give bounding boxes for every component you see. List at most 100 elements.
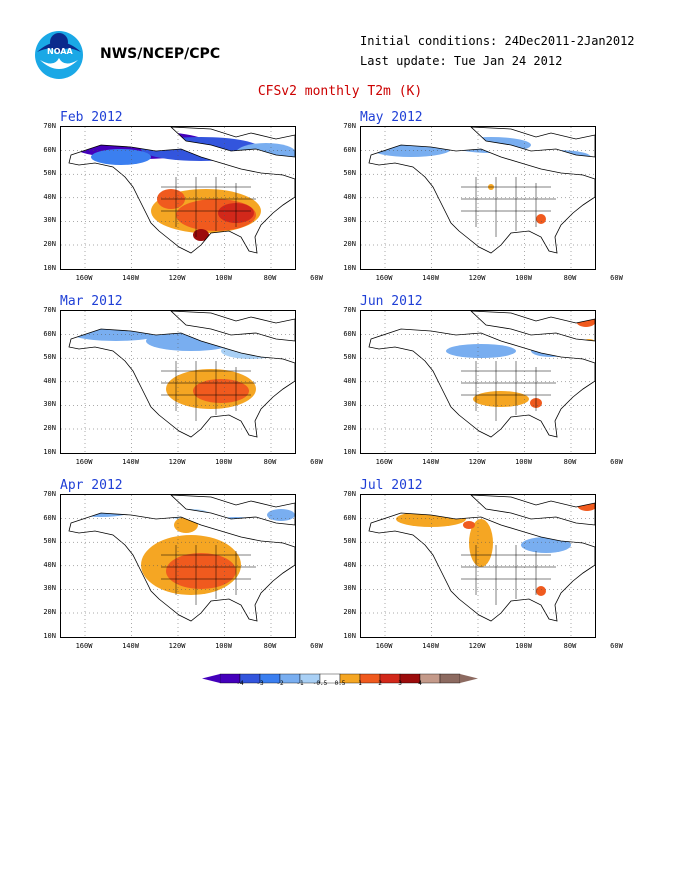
lat-tick-label: 20N bbox=[43, 608, 56, 616]
colorbar-segment bbox=[439, 673, 461, 684]
lon-tick-label: 140W bbox=[422, 274, 439, 282]
colorbar-label: -4 bbox=[236, 680, 244, 687]
anomaly-region bbox=[521, 150, 591, 164]
lat-tick-label: 30N bbox=[43, 216, 56, 225]
anomaly-region bbox=[166, 553, 236, 589]
anomaly-region bbox=[463, 521, 475, 529]
lon-tick-label: 160W bbox=[375, 642, 393, 650]
lat-tick-label: 60N bbox=[343, 329, 356, 338]
coastline bbox=[368, 328, 595, 438]
lon-tick-label: 60W bbox=[610, 274, 623, 282]
state-borders bbox=[161, 177, 256, 237]
coastline bbox=[68, 512, 295, 622]
lon-tick-label: 80W bbox=[563, 458, 577, 466]
map-panel: Mar 2012 70N 60N 50N 40N 30N 20N 10N 160W 140W 120… bbox=[34, 294, 322, 474]
lon-tick-label: 100W bbox=[215, 458, 232, 466]
colorbar-segment bbox=[379, 673, 401, 684]
lat-tick-label: 10N bbox=[43, 263, 56, 272]
noaa-logo: NOAA bbox=[34, 30, 84, 80]
lat-tick-label: 40N bbox=[43, 376, 56, 385]
agency-label: NWS/NCEP/CPC bbox=[100, 46, 221, 62]
map-panel: Apr 2012 70N 60N 50N 40N 30N 20N 10N 160W 140W 120… bbox=[34, 478, 322, 658]
lat-tick-label: 10N bbox=[43, 447, 56, 456]
lat-tick-label: 70N bbox=[43, 490, 56, 498]
lat-tick-label: 40N bbox=[343, 376, 356, 385]
initial-conditions: Initial conditions: 24Dec2011-2Jan2012 bbox=[360, 34, 635, 48]
lat-tick-label: 50N bbox=[43, 169, 56, 178]
colorbar-label: -0.5 bbox=[312, 680, 328, 687]
colorbar-label: 3 bbox=[398, 680, 402, 687]
lon-tick-label: 120W bbox=[168, 642, 186, 650]
lat-tick-label: 60N bbox=[343, 145, 356, 154]
lon-tick-label: 160W bbox=[75, 642, 93, 650]
lat-tick-label: 20N bbox=[343, 424, 356, 432]
lon-tick-label: 120W bbox=[168, 274, 186, 282]
lat-tick-label: 60N bbox=[43, 329, 56, 338]
anomaly-region bbox=[146, 331, 236, 351]
lat-tick-label: 20N bbox=[343, 608, 356, 616]
map-panel: Jun 2012 70N 60N 50N 40N 30N 20N 10N 160W 140W 120… bbox=[334, 294, 622, 474]
anomaly-region bbox=[91, 149, 151, 165]
colorbar-label: -3 bbox=[256, 680, 264, 687]
colorbar-label: 2 bbox=[378, 680, 382, 687]
lat-tick-label: 30N bbox=[343, 584, 356, 593]
lon-tick-label: 160W bbox=[375, 458, 393, 466]
map-area bbox=[60, 494, 296, 638]
anomaly-region bbox=[371, 141, 451, 157]
lon-tick-label: 120W bbox=[468, 274, 486, 282]
lon-tick-label: 80W bbox=[263, 458, 277, 466]
state-borders bbox=[461, 361, 556, 421]
lon-tick-label: 140W bbox=[422, 458, 439, 466]
map-area bbox=[60, 126, 296, 270]
coastline bbox=[368, 144, 595, 254]
lat-tick-label: 70N bbox=[343, 306, 356, 314]
lat-tick-label: 50N bbox=[343, 353, 356, 362]
state-borders bbox=[161, 545, 256, 605]
lon-tick-label: 80W bbox=[263, 274, 277, 282]
coastline bbox=[68, 144, 295, 254]
lon-tick-label: 80W bbox=[563, 642, 577, 650]
colorbar-label: 4 bbox=[418, 680, 422, 687]
anomaly-region bbox=[536, 586, 546, 596]
anomaly-region bbox=[221, 343, 281, 359]
lat-tick-label: 20N bbox=[43, 240, 56, 248]
anomaly-region bbox=[521, 537, 571, 553]
coastline bbox=[170, 311, 295, 342]
lat-tick-label: 70N bbox=[43, 122, 56, 130]
lat-tick-label: 50N bbox=[43, 537, 56, 546]
map-area bbox=[360, 494, 596, 638]
anomaly-region bbox=[473, 391, 529, 407]
lon-tick-label: 140W bbox=[122, 458, 139, 466]
lon-tick-label: 120W bbox=[468, 458, 486, 466]
lat-tick-label: 10N bbox=[343, 263, 356, 272]
lon-tick-label: 100W bbox=[515, 642, 532, 650]
coastline bbox=[470, 127, 595, 158]
anomaly-region bbox=[236, 143, 295, 163]
lon-tick-label: 100W bbox=[215, 642, 232, 650]
lat-tick-label: 40N bbox=[43, 192, 56, 201]
anomaly-region bbox=[193, 379, 249, 403]
coastline bbox=[470, 495, 595, 526]
lat-tick-label: 20N bbox=[43, 424, 56, 432]
lon-tick-label: 120W bbox=[468, 642, 486, 650]
lon-tick-label: 80W bbox=[263, 642, 277, 650]
last-update: Last update: Tue Jan 24 2012 bbox=[360, 54, 563, 68]
lat-tick-label: 30N bbox=[43, 584, 56, 593]
panel-title: Jun 2012 bbox=[360, 294, 423, 309]
lon-tick-label: 80W bbox=[563, 274, 577, 282]
colorbar-segment bbox=[399, 673, 421, 684]
lat-tick-label: 30N bbox=[43, 400, 56, 409]
lon-tick-label: 60W bbox=[610, 458, 623, 466]
map-panel: May 2012 70N 60N 50N 40N 30N 20N 10N 160W 140W 120… bbox=[334, 110, 622, 290]
colorbar-segment bbox=[359, 673, 381, 684]
lat-tick-label: 10N bbox=[343, 447, 356, 456]
state-borders bbox=[461, 177, 556, 237]
map-area bbox=[360, 126, 596, 270]
lat-tick-label: 50N bbox=[343, 169, 356, 178]
anomaly-region bbox=[536, 214, 546, 224]
map-panel: Jul 2012 70N 60N 50N 40N 30N 20N 10N 160W 140W 120… bbox=[334, 478, 622, 658]
panel-title: Feb 2012 bbox=[60, 110, 123, 125]
state-borders bbox=[161, 361, 256, 421]
colorbar-label: -2 bbox=[276, 680, 284, 687]
lat-tick-label: 20N bbox=[343, 240, 356, 248]
